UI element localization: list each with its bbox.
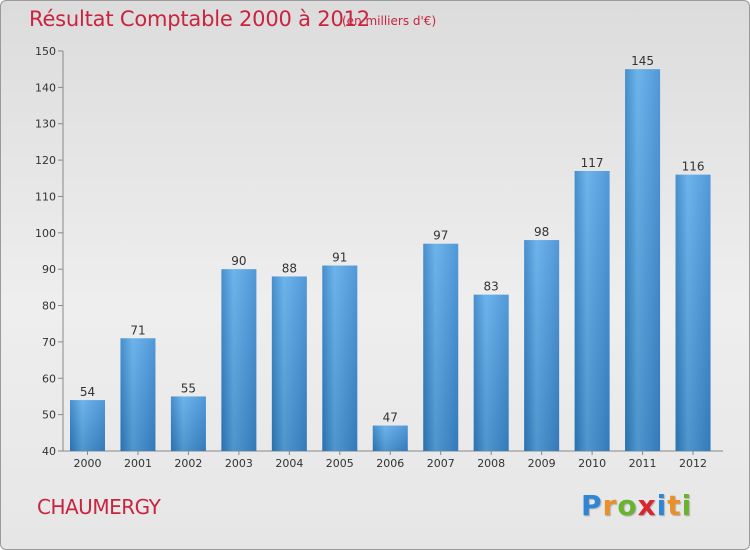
bar-value-label: 88 — [282, 261, 297, 275]
commune-name: CHAUMERGY — [37, 495, 161, 519]
x-tick-label: 2010 — [578, 457, 606, 470]
bar-value-label: 98 — [534, 225, 549, 239]
bar-value-label: 90 — [231, 254, 246, 268]
bar-value-label: 145 — [631, 54, 654, 68]
logo-letter: t — [667, 489, 682, 522]
logo-letter: x — [637, 489, 657, 522]
bar-value-label: 97 — [433, 229, 448, 243]
bar-value-label: 116 — [682, 160, 705, 174]
bar-value-label: 47 — [383, 411, 398, 425]
bar-value-label: 117 — [581, 156, 604, 170]
bar-shade — [675, 174, 711, 452]
y-tick-label: 100 — [35, 227, 56, 240]
bar-shade — [70, 400, 105, 451]
x-tick-label: 2000 — [74, 457, 102, 470]
y-tick-label: 70 — [42, 336, 56, 349]
x-tick-label: 2006 — [376, 457, 404, 470]
bar-shade — [625, 69, 661, 451]
x-tick-label: 2007 — [427, 457, 455, 470]
y-tick-label: 90 — [42, 263, 56, 276]
bar-shade — [120, 338, 156, 451]
bar-shade — [473, 294, 509, 451]
proxiti-logo: Proxiti — [581, 489, 692, 522]
logo-letter: P — [581, 489, 603, 522]
bar-value-label: 54 — [80, 385, 95, 399]
y-tick-label: 80 — [42, 300, 56, 313]
bar-shade — [423, 243, 459, 451]
x-tick-label: 2004 — [275, 457, 303, 470]
x-tick-label: 2009 — [528, 457, 556, 470]
bar-value-label: 55 — [181, 381, 196, 395]
chart-subtitle: (en milliers d'€) — [342, 14, 437, 28]
logo-letter: o — [617, 489, 638, 522]
x-tick-label: 2002 — [174, 457, 202, 470]
y-tick-label: 60 — [42, 372, 56, 385]
x-tick-label: 2008 — [477, 457, 505, 470]
logo-letter: i — [656, 489, 668, 522]
x-tick-label: 2005 — [326, 457, 354, 470]
bar-value-label: 83 — [484, 280, 499, 294]
bar-value-label: 91 — [332, 251, 347, 265]
y-tick-label: 110 — [35, 190, 56, 203]
bar-shade — [170, 396, 206, 451]
y-tick-label: 50 — [42, 409, 56, 422]
logo-letter: i — [681, 489, 693, 522]
x-tick-label: 2003 — [225, 457, 253, 470]
bar-shade — [322, 265, 358, 451]
y-tick-label: 120 — [35, 154, 56, 167]
y-tick-label: 40 — [42, 445, 56, 458]
bar-value-label: 71 — [130, 323, 145, 337]
bar-shade — [271, 276, 307, 451]
y-tick-label: 130 — [35, 118, 56, 131]
bar-shade — [372, 425, 408, 451]
y-tick-label: 140 — [35, 81, 56, 94]
bar-shade — [221, 269, 257, 451]
axes: 40 50 60 70 80 90 100 110 120 130 140 150 2000 2001 20… — [35, 45, 723, 470]
x-tick-label: 2012 — [679, 457, 707, 470]
y-tick-label: 150 — [35, 45, 56, 58]
chart-title: Résultat Comptable 2000 à 2012 — [29, 7, 370, 31]
x-tick-label: 2011 — [629, 457, 657, 470]
x-tick-label: 2001 — [124, 457, 152, 470]
bar-shade — [574, 171, 610, 451]
logo-letter: r — [602, 489, 618, 522]
bar-shade — [524, 240, 560, 451]
bars: 54 71 55 90 88 91 47 97 83 98 117 145 116 — [70, 54, 711, 452]
